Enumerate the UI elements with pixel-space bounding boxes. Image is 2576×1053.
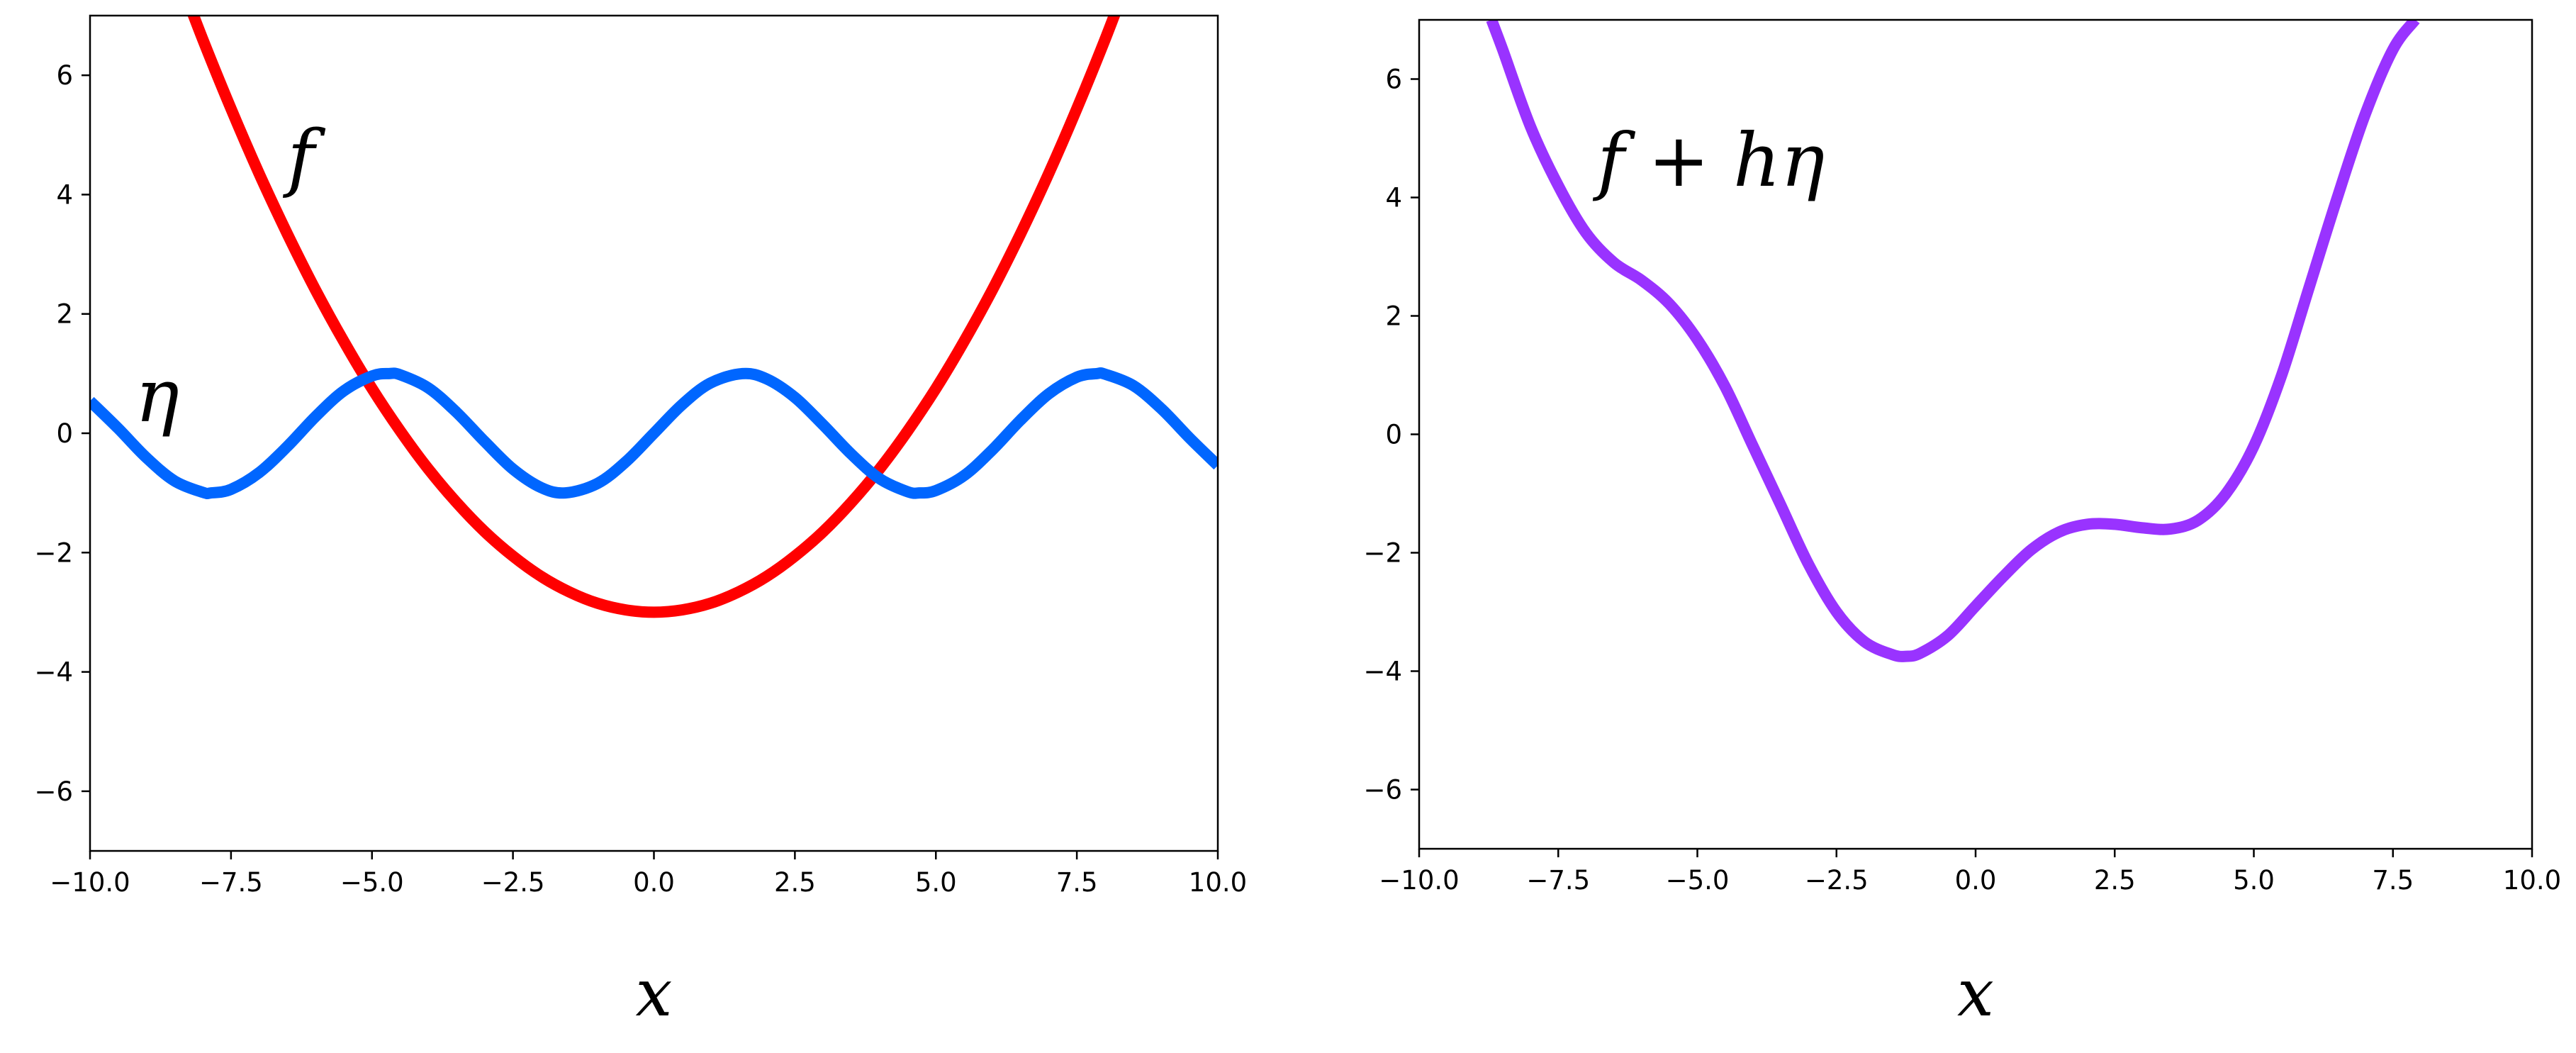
x-axis-label: x — [636, 955, 673, 1031]
x-tick-label: 5.0 — [915, 867, 957, 898]
x-tick-label: −7.5 — [199, 867, 263, 898]
y-tick-label: 0 — [56, 418, 73, 449]
x-tick-label: 2.5 — [2094, 865, 2136, 896]
y-tick-label: −6 — [34, 776, 73, 807]
left-panel: −10.0 −7.5 −5.0 −2.5 0.0 2.5 5.0 7.5 10.0 −6 −4 −2 0… — [34, 14, 1247, 1031]
x-tick-label: 0.0 — [633, 867, 675, 898]
y-tick-label: 4 — [56, 179, 73, 210]
curve-annotation: f + hη — [1592, 117, 1825, 204]
right-panel: −10.0 −7.5 −5.0 −2.5 0.0 2.5 5.0 7.5 10.0 −6 −4 −2 0… — [1363, 18, 2561, 1031]
x-axis-label: x — [1957, 955, 1994, 1031]
x-tick-label: −2.5 — [481, 867, 545, 898]
y-tick-label: 2 — [1385, 301, 1402, 332]
y-tick-label: −6 — [1363, 775, 1402, 806]
axes-frame — [1418, 18, 2533, 850]
x-tick-label: −10.0 — [1379, 865, 1459, 896]
x-tick-label: −10.0 — [50, 867, 130, 898]
x-tick-label: 0.0 — [1955, 865, 1997, 896]
x-tick-label: −5.0 — [1666, 865, 1730, 896]
curve-annotation: η — [135, 352, 179, 439]
y-tick-label: 6 — [56, 60, 73, 91]
x-tick-label: −2.5 — [1805, 865, 1869, 896]
y-tick-label: −4 — [1363, 657, 1402, 687]
y-tick-label: −4 — [34, 657, 73, 688]
series-line-1 — [90, 367, 1218, 500]
x-tick-label: 5.0 — [2233, 865, 2275, 896]
y-tick-label: 2 — [56, 299, 73, 330]
y-tick-label: 0 — [1385, 420, 1402, 450]
series-line-0 — [1486, 20, 2420, 662]
y-tick-label: 4 — [1385, 183, 1402, 213]
x-tick-label: 7.5 — [1056, 867, 1098, 898]
series-line-0 — [187, 16, 1121, 618]
curve-annotation: f — [282, 114, 325, 201]
x-tick-label: 2.5 — [774, 867, 816, 898]
x-tick-label: 10.0 — [1189, 867, 1247, 898]
x-tick-label: −5.0 — [340, 867, 404, 898]
x-tick-label: −7.5 — [1526, 865, 1590, 896]
x-tick-label: 7.5 — [2372, 865, 2414, 896]
y-tick-label: 6 — [1385, 65, 1402, 95]
y-tick-label: −2 — [34, 537, 73, 568]
y-tick-label: −2 — [1363, 538, 1402, 569]
x-tick-label: 10.0 — [2503, 865, 2561, 896]
